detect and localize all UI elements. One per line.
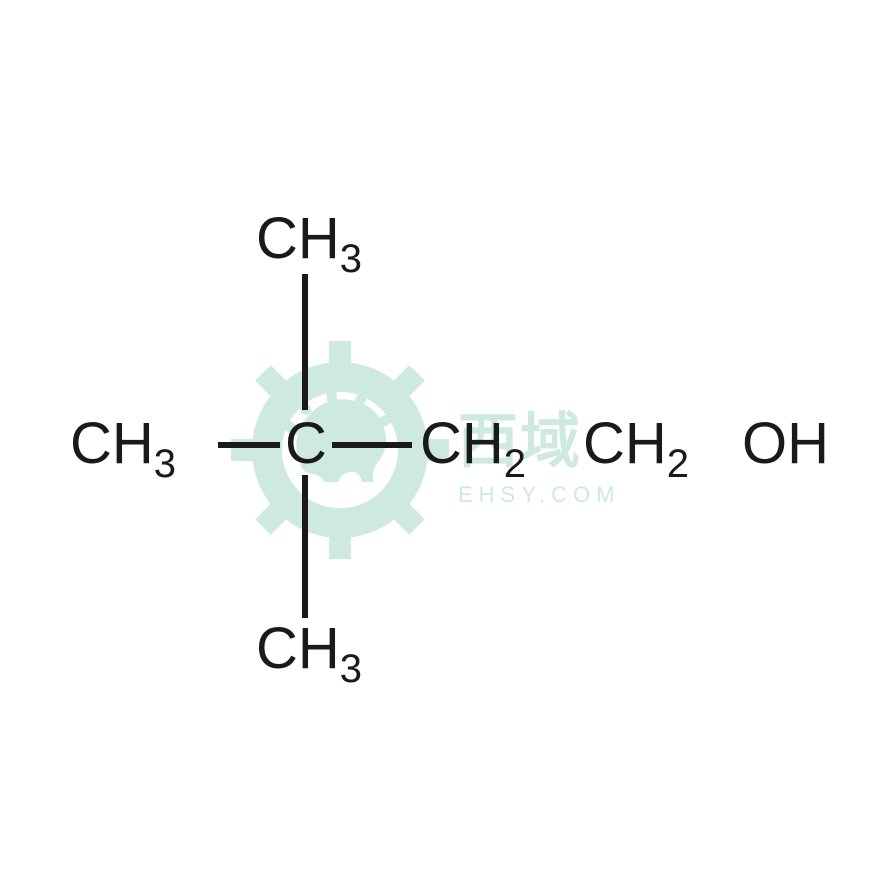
watermark-brand-subtext: EHSY.COM — [458, 482, 621, 507]
atom-label-oh: OH — [742, 411, 829, 476]
atom-label-ch3_bottom: CH3 — [256, 616, 362, 691]
atom-label-ch3_top: CH3 — [256, 206, 362, 281]
molecule-diagram: 西域EHSY.COMCH3CH3CCH3CH2CH2OH — [0, 0, 890, 890]
atom-label-ch3_left: CH3 — [70, 411, 176, 486]
chemical-structure: CH3CH3CCH3CH2CH2OH — [70, 206, 829, 691]
atom-label-ch2_b: CH2 — [583, 411, 689, 486]
atom-label-c_center: C — [285, 411, 327, 476]
